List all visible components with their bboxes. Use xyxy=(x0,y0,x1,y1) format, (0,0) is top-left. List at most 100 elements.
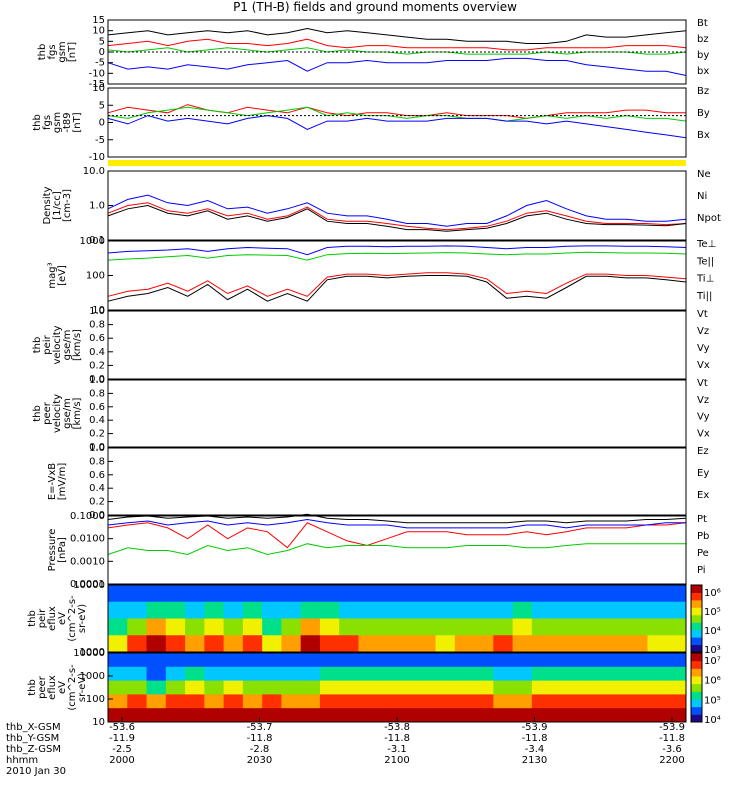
heatmap-cell xyxy=(666,618,687,636)
legend-entry: Pb xyxy=(697,531,709,542)
heatmap-cell xyxy=(589,618,610,636)
y-axis-label: Density xyxy=(42,186,53,224)
heatmap-cell xyxy=(358,680,379,695)
y-tick-label: -10 xyxy=(89,68,105,79)
heatmap-cell xyxy=(551,708,571,723)
heatmap-cell xyxy=(416,585,437,603)
x-tick-label: -11.9 xyxy=(109,733,135,744)
heatmap-cell xyxy=(647,694,668,709)
heatmap-cell xyxy=(531,708,552,723)
heatmap-cell xyxy=(127,694,148,709)
heatmap-cell xyxy=(223,601,244,619)
panel-temperature: 1000 100 10 mag³ [eV] Te⊥ Te|| Ti⊥ Ti|| xyxy=(47,236,716,316)
heatmap-cell xyxy=(666,666,687,682)
heatmap-cell xyxy=(435,708,456,723)
heatmap-cell xyxy=(358,601,379,619)
heatmap-cell xyxy=(319,708,340,723)
heatmap-cell xyxy=(165,635,186,653)
heatmap-cell xyxy=(127,635,148,653)
y-tick-label: 1.0 xyxy=(89,375,105,386)
heatmap-cell xyxy=(551,585,571,603)
heatmap-cell xyxy=(319,585,340,603)
heatmap-cell xyxy=(300,694,321,709)
y-axis-label: fgs xyxy=(47,44,58,59)
heatmap-cell xyxy=(281,601,302,619)
heatmap-cell xyxy=(262,694,282,709)
y-tick-label: 0.4 xyxy=(89,483,105,494)
y-axis-label: eflux xyxy=(47,675,58,700)
heatmap-cell xyxy=(628,666,648,682)
series-line xyxy=(107,115,687,139)
heatmap-cell xyxy=(608,694,629,709)
y-axis-label: Pressure xyxy=(47,529,58,572)
heatmap-cell xyxy=(512,601,533,619)
heatmap-cell xyxy=(416,680,437,695)
heatmap-cell xyxy=(666,653,687,668)
heatmap-cell xyxy=(358,653,379,668)
heatmap-cell xyxy=(454,585,475,603)
heatmap-cell xyxy=(435,653,456,668)
heatmap-cell xyxy=(512,708,533,723)
heatmap-cell xyxy=(551,680,571,695)
heatmap-cell xyxy=(319,666,340,682)
heatmap-cell xyxy=(127,618,148,636)
y-tick-label: 1.0 xyxy=(89,443,105,454)
y-tick-label: 0.2 xyxy=(89,497,105,508)
heatmap-cell xyxy=(127,666,148,682)
heatmap-cell xyxy=(666,708,687,723)
heatmap-cell xyxy=(474,694,494,709)
legend-entry: Ni xyxy=(697,191,707,202)
series-line xyxy=(107,543,686,556)
heatmap-cell xyxy=(666,680,687,695)
heatmap-cell xyxy=(165,666,186,682)
panel-frame xyxy=(107,170,687,241)
heatmap-cell xyxy=(204,635,225,653)
y-tick-label: 0.6 xyxy=(89,333,105,344)
heatmap-cell xyxy=(281,680,302,695)
heatmap-cell xyxy=(127,708,148,723)
heatmap-cell xyxy=(377,694,398,709)
colorbar-tick-label: 10⁶ xyxy=(704,676,721,687)
legend-entry: Vy xyxy=(697,412,710,423)
heatmap-cell xyxy=(223,635,244,653)
series-line xyxy=(107,27,687,44)
x-tick-label: 2000 xyxy=(109,755,134,766)
x-row-label: 2010 Jan 30 xyxy=(6,766,66,777)
heatmap-cell xyxy=(146,618,167,636)
heatmap-cell xyxy=(647,585,668,603)
heatmap-cell xyxy=(531,694,552,709)
y-tick-label: 0.6 xyxy=(89,470,105,481)
colorbar-segment xyxy=(691,699,702,708)
heatmap-cell xyxy=(531,653,552,668)
heatmap-cell xyxy=(377,635,398,653)
heatmap-cell xyxy=(339,666,359,682)
series-line xyxy=(107,518,686,529)
heatmap-cell xyxy=(512,653,533,668)
panel-frame xyxy=(107,447,687,516)
panel-vel_peer: 1.0 0.8 0.6 0.4 0.2 0.0 thb peer velocity gse/m [k… xyxy=(32,375,710,453)
heatmap-cell xyxy=(628,680,648,695)
colorbar-tick-label: 10⁶ xyxy=(704,588,721,599)
heatmap-cell xyxy=(281,694,302,709)
heatmap-cell xyxy=(493,653,514,668)
legend-entry: Pe xyxy=(697,548,709,559)
y-tick-label: 0.8 xyxy=(89,456,105,467)
legend-entry: Ne xyxy=(697,169,711,180)
heatmap-cell xyxy=(339,708,359,723)
heatmap-cell xyxy=(358,585,379,603)
y-axis-label: -t89 xyxy=(62,112,73,132)
y-axis-label: eV xyxy=(57,612,68,625)
heatmap-cell xyxy=(204,618,225,636)
heatmap-cell xyxy=(358,708,379,723)
heatmap-cell xyxy=(666,694,687,709)
heatmap-cell xyxy=(570,708,591,723)
heatmap-cell xyxy=(300,601,321,619)
heatmap-cell xyxy=(185,601,205,619)
heatmap-cell xyxy=(281,666,302,682)
y-tick-label: 10000 xyxy=(73,648,105,659)
yellow-quality-strip xyxy=(108,160,686,166)
legend-entry: Te|| xyxy=(696,256,714,267)
heatmap-cell xyxy=(551,618,571,636)
heatmap-cell xyxy=(377,601,398,619)
heatmap-cell xyxy=(204,653,225,668)
